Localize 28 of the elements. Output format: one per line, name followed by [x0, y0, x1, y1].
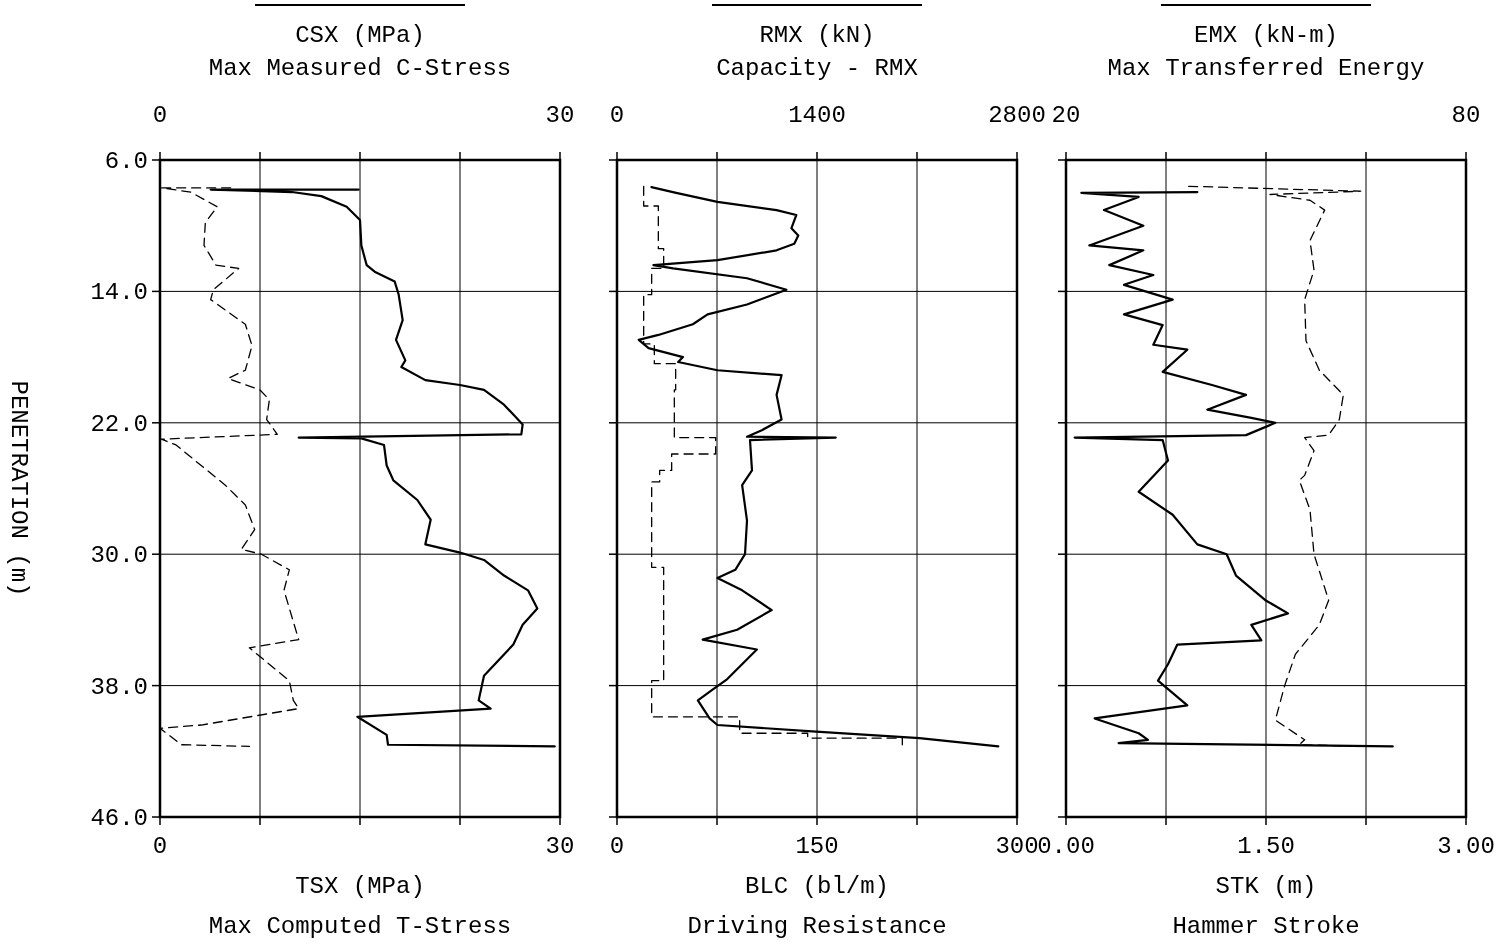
- x2-tick-label: 1400: [788, 102, 846, 129]
- x-axis-title: TSX (MPa) Max Computed T-Stress: [208, 873, 512, 940]
- y-tick-label: 46.0: [90, 805, 148, 832]
- x2-tick-label: 0: [152, 102, 168, 129]
- x-tick-label: 0: [152, 833, 168, 860]
- x2-axis-title: EMX (kN-m) Max Transferred Energy: [1107, 22, 1425, 82]
- x2-tick-label: 30: [545, 102, 575, 129]
- x-tick-label: 150: [795, 833, 839, 860]
- x2-axis-title: RMX (kN) Capacity - RMX: [716, 22, 918, 82]
- x2-tick-label: 2800: [988, 102, 1046, 129]
- y-tick-label: 38.0: [90, 673, 148, 701]
- y-axis-title: PENETRATION (m): [5, 380, 32, 597]
- y-tick-label: 22.0: [90, 410, 148, 438]
- y-tick-label: 30.0: [90, 542, 148, 570]
- y-tick-label: 6.0: [104, 148, 148, 175]
- x-tick-label: 3.00: [1437, 833, 1495, 860]
- x-axis-title: STK (m) Hammer Stroke: [1172, 873, 1360, 940]
- x-tick-label: 300: [995, 833, 1039, 860]
- x-tick-label: 0: [609, 833, 625, 860]
- x2-tick-label: 80: [1451, 102, 1481, 129]
- x-axis-title: BLC (bl/m) Driving Resistance: [687, 873, 947, 940]
- y-tick-label: 14.0: [90, 279, 148, 307]
- x2-tick-label: 20: [1051, 102, 1081, 129]
- x-tick-label: 0.00: [1037, 833, 1095, 860]
- x2-tick-label: 0: [609, 102, 625, 129]
- x2-axis-title: CSX (MPa) Max Measured C-Stress: [208, 22, 512, 82]
- x-tick-label: 1.50: [1237, 833, 1295, 860]
- x-tick-label: 30: [545, 833, 575, 860]
